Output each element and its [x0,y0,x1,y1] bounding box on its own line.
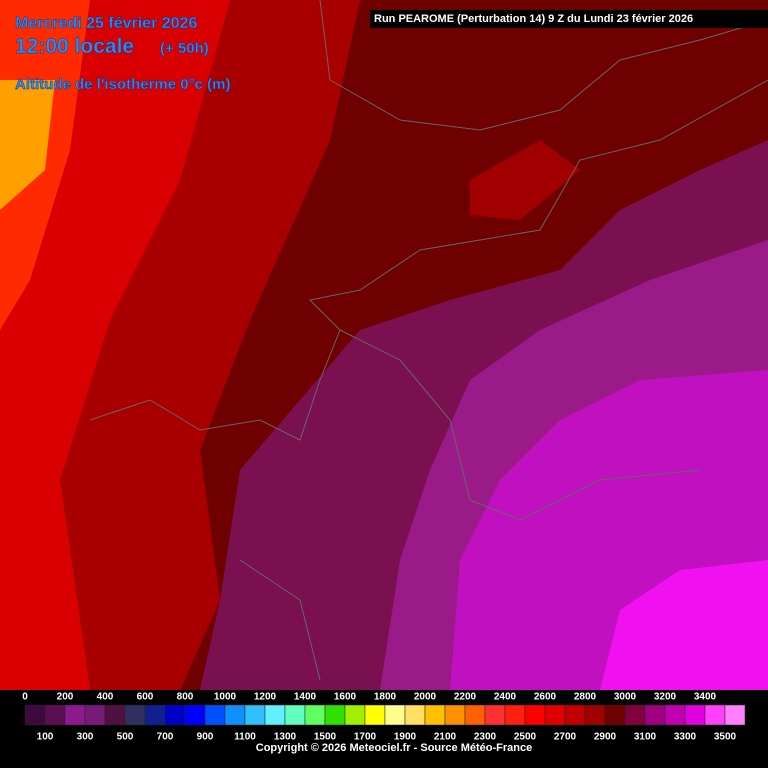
legend-swatch [584,704,606,726]
legend-swatch [284,704,306,726]
legend-swatch [504,704,526,726]
legend-swatch [184,704,206,726]
legend-swatch [664,704,686,726]
legend-label: 700 [157,732,174,743]
legend-swatch [364,704,386,726]
legend-label: 3000 [614,692,637,703]
time: 12:00 locale [15,35,134,58]
legend-swatch [384,704,406,726]
legend: 0 200 400 600 800 1000 1200 1400 1600 1800 2000 220… [22,692,746,743]
legend-label: 800 [177,692,194,703]
legend-swatch [164,704,186,726]
legend-swatch [304,704,326,726]
legend-swatch [544,704,566,726]
legend-label: 300 [77,732,94,743]
legend-swatch [44,704,66,726]
legend-swatch [104,704,126,726]
legend-swatch [424,704,446,726]
parameter: Altitude de l'isotherme 0°c (m) [15,76,230,93]
legend-label: 3400 [694,692,717,703]
borders [89,0,768,681]
legend-label: 1700 [354,732,377,743]
legend-swatch [264,704,286,726]
legend-swatch [24,704,46,726]
legend-swatch [84,704,106,726]
legend-swatch [624,704,646,726]
run-info: Run PEAROME (Perturbation 14) 9 Z du Lun… [374,13,693,25]
zone-2200 [0,80,55,210]
legend-label: 2200 [454,692,477,703]
legend-label: 1900 [394,732,417,743]
lead-time: (+ 50h) [160,40,209,57]
legend-swatch [324,704,346,726]
legend-swatch [344,704,366,726]
legend-label: 2400 [494,692,517,703]
zone-3300 [600,560,768,690]
legend-label: 1800 [374,692,397,703]
legend-swatch [64,704,86,726]
legend-panel [0,690,768,768]
legend-swatch [404,704,426,726]
legend-label: 400 [97,692,114,703]
date: Mercredi 25 février 2026 [15,15,197,32]
zone-2800b [470,140,580,220]
legend-label: 1100 [234,732,256,743]
legend-label: 3500 [714,732,737,743]
legend-label: 2800 [574,692,597,703]
legend-swatch [524,704,546,726]
legend-swatch [684,704,706,726]
legend-swatch [204,704,226,726]
legend-label: 1500 [314,732,337,743]
legend-label: 1000 [214,692,237,703]
legend-swatch [464,704,486,726]
legend-label: 1400 [294,692,317,703]
legend-swatch [244,704,266,726]
legend-label: 2300 [474,732,497,743]
legend-swatch [484,704,506,726]
legend-label: 0 [22,692,28,703]
legend-label: 2600 [534,692,557,703]
legend-label: 2100 [434,732,457,743]
legend-label: 600 [137,692,154,703]
legend-label: 1600 [334,692,357,703]
legend-swatch [224,704,246,726]
legend-swatch [124,704,146,726]
legend-swatch [704,704,726,726]
legend-swatch [724,704,746,726]
legend-label: 3300 [674,732,697,743]
copyright: Copyright © 2026 Meteociel.fr - Source M… [256,742,532,754]
legend-label: 2900 [594,732,617,743]
run-banner [370,10,768,28]
legend-label: 3100 [634,732,657,743]
legend-label: 2700 [554,732,577,743]
legend-label: 2000 [414,692,437,703]
legend-label: 2500 [514,732,537,743]
legend-label: 900 [197,732,214,743]
legend-swatch [444,704,466,726]
legend-swatch [144,704,166,726]
legend-label: 1200 [254,692,277,703]
legend-swatch [564,704,586,726]
legend-swatch [604,704,626,726]
legend-label: 3200 [654,692,677,703]
legend-label: 200 [57,692,74,703]
legend-label: 1300 [274,732,297,743]
legend-label: 500 [117,732,134,743]
legend-label: 100 [37,732,54,743]
legend-swatch [644,704,666,726]
